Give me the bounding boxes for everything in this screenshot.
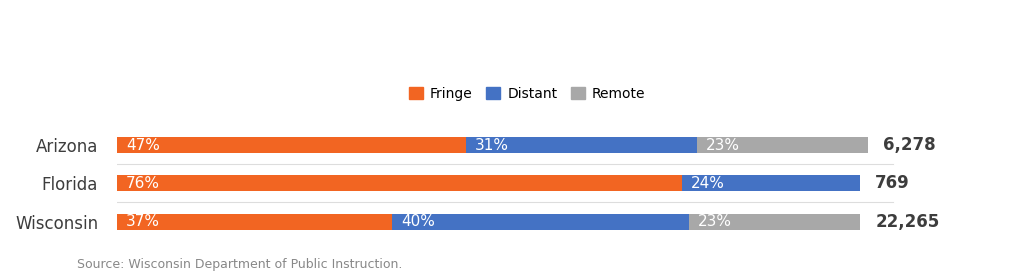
Bar	[689, 213, 860, 230]
Text: 769: 769	[876, 174, 910, 192]
Legend: Fringe, Distant, Remote: Fringe, Distant, Remote	[403, 81, 651, 106]
Bar	[682, 175, 860, 191]
Bar	[117, 137, 466, 153]
Bar	[392, 213, 689, 230]
Text: 6,278: 6,278	[883, 136, 935, 154]
Text: 24%: 24%	[691, 176, 725, 191]
Bar	[117, 175, 682, 191]
Text: 22,265: 22,265	[876, 213, 939, 230]
Bar	[466, 137, 696, 153]
Bar	[117, 213, 392, 230]
Text: 76%: 76%	[126, 176, 160, 191]
Text: 40%: 40%	[400, 214, 435, 229]
Text: Source: Wisconsin Department of Public Instruction.: Source: Wisconsin Department of Public I…	[77, 258, 402, 271]
Bar	[696, 137, 867, 153]
Text: 23%: 23%	[706, 138, 739, 153]
Text: 37%: 37%	[126, 214, 160, 229]
Text: 47%: 47%	[126, 138, 160, 153]
Text: 23%: 23%	[698, 214, 732, 229]
Text: 31%: 31%	[475, 138, 509, 153]
